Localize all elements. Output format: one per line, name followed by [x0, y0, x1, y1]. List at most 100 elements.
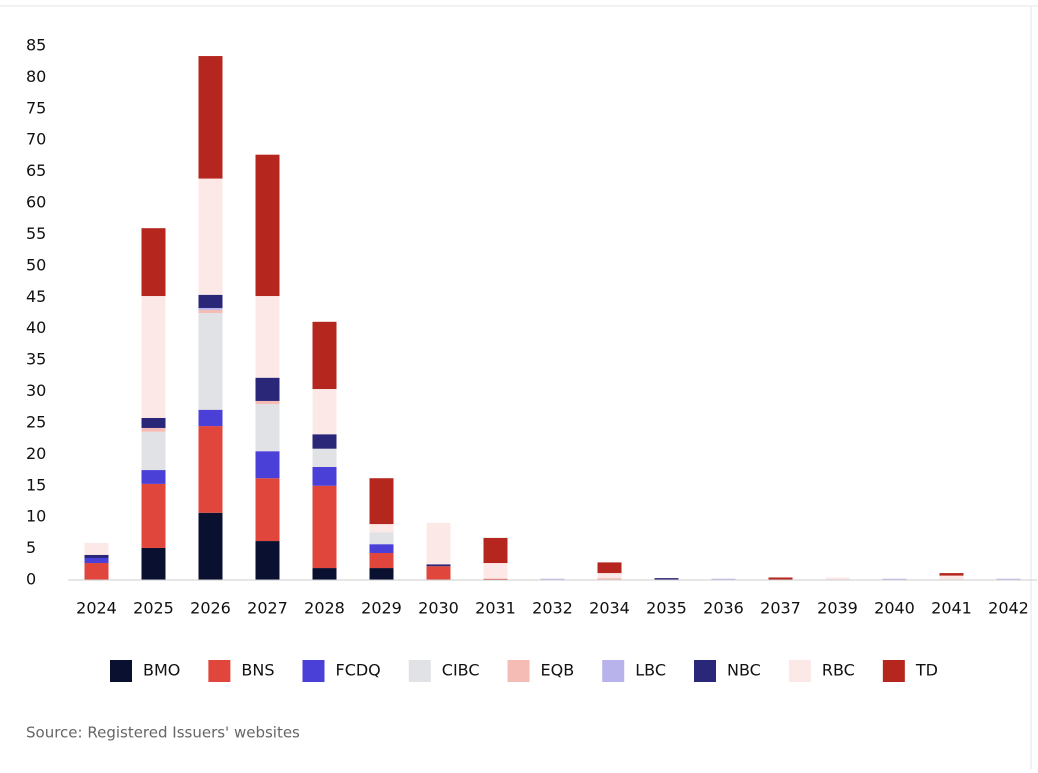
y-tick-label: 85 — [26, 36, 46, 55]
legend-label: RBC — [822, 661, 855, 680]
x-tick-label: 2026 — [190, 599, 231, 618]
legend-swatch — [208, 660, 231, 682]
x-tick-label: 2037 — [760, 599, 801, 618]
bar-segment — [369, 524, 394, 533]
x-tick-label: 2040 — [874, 599, 915, 618]
bar-segment — [768, 577, 793, 580]
legend-label: CIBC — [442, 661, 480, 680]
y-tick-label: 75 — [26, 98, 46, 117]
bar-segment — [255, 154, 280, 297]
bar-segment — [540, 578, 565, 580]
bar-segment — [939, 573, 964, 576]
bar-segment — [426, 564, 451, 567]
bar-segment — [198, 178, 223, 295]
bar-segment — [312, 485, 337, 569]
x-tick-label: 2030 — [418, 599, 459, 618]
bar-segment — [84, 554, 109, 559]
bar-segment — [312, 466, 337, 486]
bar-segment — [198, 294, 223, 308]
bar-segment — [369, 568, 394, 580]
y-tick-label: 10 — [26, 507, 46, 526]
x-tick-label: 2028 — [304, 599, 345, 618]
bar-segment — [996, 578, 1021, 580]
legend-swatch — [788, 660, 811, 682]
bar-segment — [198, 426, 223, 513]
y-tick-label: 40 — [26, 318, 46, 337]
bar-segment — [369, 532, 394, 545]
bar-segment — [483, 563, 508, 579]
bar-segment — [141, 547, 166, 580]
x-tick-label: 2034 — [589, 599, 630, 618]
bar-segment — [84, 563, 109, 580]
bar-segment — [84, 558, 109, 564]
bar-segment — [597, 573, 622, 579]
bar-segment — [255, 478, 280, 542]
bar-segment — [882, 578, 907, 580]
bar-segment — [141, 470, 166, 484]
bar-segment — [369, 544, 394, 553]
x-tick-label: 2042 — [988, 599, 1029, 618]
bar-segment — [369, 478, 394, 525]
bar-segment — [141, 427, 166, 432]
x-tick-label: 2029 — [361, 599, 402, 618]
bar-segment — [141, 417, 166, 428]
bar-segment — [483, 537, 508, 564]
y-tick-label: 35 — [26, 350, 46, 369]
legend-label: TD — [915, 661, 938, 680]
x-tick-label: 2041 — [931, 599, 972, 618]
y-tick-label: 15 — [26, 475, 46, 494]
x-tick-label: 2036 — [703, 599, 744, 618]
bar-segment — [198, 512, 223, 580]
bar-segment — [255, 296, 280, 378]
source-note: Source: Registered Issuers' websites — [26, 724, 300, 742]
bar-segment — [141, 228, 166, 297]
bar-segment — [198, 309, 223, 313]
legend-swatch — [507, 660, 530, 682]
bar-segment — [84, 542, 109, 555]
x-tick-label: 2027 — [247, 599, 288, 618]
bar-segment — [198, 409, 223, 427]
bar-segment — [426, 566, 451, 580]
x-tick-label: 2032 — [532, 599, 573, 618]
legend-label: NBC — [727, 661, 761, 680]
legend-swatch — [110, 660, 132, 682]
bar-segment — [312, 389, 337, 435]
bar-segment — [312, 568, 337, 580]
legend-swatch — [302, 660, 325, 682]
bar-segment — [312, 434, 337, 449]
x-tick-label: 2035 — [646, 599, 687, 618]
bar-segment — [198, 56, 223, 179]
y-tick-label: 30 — [26, 381, 46, 400]
legend-label: BNS — [241, 661, 274, 680]
bar-segment — [939, 575, 964, 580]
y-tick-label: 65 — [26, 161, 46, 180]
bar-segment — [312, 321, 337, 390]
legend-swatch — [882, 660, 905, 682]
bar-segment — [483, 578, 508, 580]
legend-swatch — [694, 660, 717, 682]
x-tick-label: 2024 — [76, 599, 117, 618]
x-tick-label: 2031 — [475, 599, 516, 618]
legend-label: LBC — [635, 661, 666, 680]
x-tick-label: 2025 — [133, 599, 174, 618]
legend-label: FCDQ — [335, 661, 380, 680]
y-tick-label: 45 — [26, 287, 46, 306]
bar-segment — [255, 451, 280, 479]
bar-segment — [312, 448, 337, 467]
bar-segment — [369, 552, 394, 569]
bar-segment — [255, 541, 280, 580]
bar-segment — [255, 400, 280, 405]
y-tick-label: 55 — [26, 224, 46, 243]
bar-segment — [255, 404, 280, 452]
bar-segment — [141, 483, 166, 548]
y-tick-label: 80 — [26, 67, 46, 86]
bar-segment — [426, 522, 451, 565]
bar-segment — [825, 577, 850, 580]
bar-segment — [597, 562, 622, 574]
bar-segment — [198, 313, 223, 410]
y-tick-label: 5 — [26, 538, 36, 557]
legend-label: BMO — [143, 661, 180, 680]
legend-swatch — [408, 660, 431, 682]
y-tick-label: 25 — [26, 412, 46, 431]
